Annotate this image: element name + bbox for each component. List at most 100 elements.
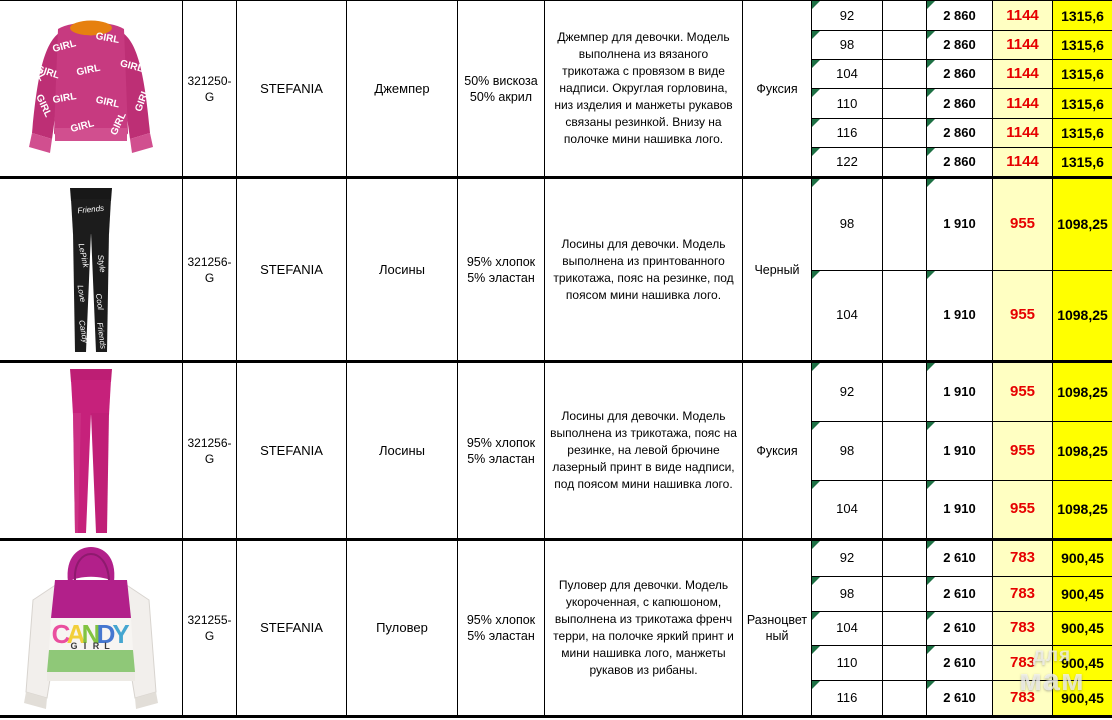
price-opt-cell[interactable]: 955	[993, 363, 1053, 422]
product-image-cell[interactable]	[0, 363, 183, 538]
price-rrp-cell[interactable]: 1098,25	[1053, 269, 1112, 360]
article-cell[interactable]: 321256-G	[183, 179, 237, 360]
product-type-cell[interactable]: Пуловер	[347, 541, 458, 715]
brand-cell[interactable]: STEFANIA	[237, 1, 347, 176]
article-cell[interactable]: 321256-G	[183, 363, 237, 538]
brand-cell[interactable]: STEFANIA	[237, 179, 347, 360]
empty-cell[interactable]	[883, 146, 927, 176]
empty-cell[interactable]	[883, 575, 927, 611]
empty-cell[interactable]	[883, 541, 927, 576]
empty-cell[interactable]	[883, 88, 927, 118]
size-cell[interactable]: 116	[812, 680, 883, 715]
product-type-cell[interactable]: Лосины	[347, 179, 458, 360]
price-rrp-cell[interactable]: 1098,25	[1053, 363, 1112, 422]
price-base-cell[interactable]: 2 610	[927, 645, 993, 681]
empty-cell[interactable]	[883, 179, 927, 270]
price-base-cell[interactable]: 1 910	[927, 179, 993, 270]
size-cell[interactable]: 110	[812, 645, 883, 681]
empty-cell[interactable]	[883, 645, 927, 681]
price-opt-cell[interactable]: 783	[993, 575, 1053, 611]
brand-cell[interactable]: STEFANIA	[237, 541, 347, 715]
price-rrp-cell[interactable]: 1315,6	[1053, 117, 1112, 147]
color-cell[interactable]: Разноцветный	[743, 541, 812, 715]
price-rrp-cell[interactable]: 1098,25	[1053, 421, 1112, 480]
composition-cell[interactable]: 95% хлопок 5% эластан	[458, 541, 545, 715]
size-cell[interactable]: 122	[812, 146, 883, 176]
description-cell[interactable]: Лосины для девочки. Модель выполнена из …	[545, 179, 743, 360]
price-base-cell[interactable]: 2 610	[927, 541, 993, 576]
size-cell[interactable]: 116	[812, 117, 883, 147]
empty-cell[interactable]	[883, 269, 927, 360]
price-opt-cell[interactable]: 955	[993, 479, 1053, 538]
size-cell[interactable]: 98	[812, 575, 883, 611]
price-base-cell[interactable]: 2 860	[927, 30, 993, 60]
empty-cell[interactable]	[883, 421, 927, 480]
price-opt-cell[interactable]: 783	[993, 610, 1053, 646]
composition-cell[interactable]: 50% вискоза 50% акрил	[458, 1, 545, 176]
price-base-cell[interactable]: 1 910	[927, 479, 993, 538]
empty-cell[interactable]	[883, 479, 927, 538]
price-base-cell[interactable]: 2 610	[927, 680, 993, 715]
price-opt-cell[interactable]: 783	[993, 541, 1053, 576]
price-base-cell[interactable]: 2 860	[927, 117, 993, 147]
price-base-cell[interactable]: 2 610	[927, 575, 993, 611]
size-cell[interactable]: 104	[812, 479, 883, 538]
composition-cell[interactable]: 95% хлопок 5% эластан	[458, 179, 545, 360]
price-opt-cell[interactable]: 783	[993, 680, 1053, 715]
size-cell[interactable]: 104	[812, 59, 883, 89]
product-image-cell[interactable]: GIRL GIRL GIRL GIRL GIRL GIRL GIRL GIRL GIRL GIRL…	[0, 1, 183, 176]
empty-cell[interactable]	[883, 610, 927, 646]
price-opt-cell[interactable]: 955	[993, 179, 1053, 270]
brand-cell[interactable]: STEFANIA	[237, 363, 347, 538]
price-base-cell[interactable]: 2 610	[927, 610, 993, 646]
empty-cell[interactable]	[883, 59, 927, 89]
price-opt-cell[interactable]: 1144	[993, 117, 1053, 147]
price-rrp-cell[interactable]: 900,45	[1053, 541, 1112, 576]
description-cell[interactable]: Лосины для девочки. Модель выполнена из …	[545, 363, 743, 538]
size-cell[interactable]: 98	[812, 30, 883, 60]
price-opt-cell[interactable]: 1144	[993, 146, 1053, 176]
price-rrp-cell[interactable]: 1315,6	[1053, 88, 1112, 118]
size-cell[interactable]: 92	[812, 1, 883, 31]
article-cell[interactable]: 321250-G	[183, 1, 237, 176]
price-opt-cell[interactable]: 1144	[993, 30, 1053, 60]
price-base-cell[interactable]: 2 860	[927, 59, 993, 89]
size-cell[interactable]: 98	[812, 421, 883, 480]
description-cell[interactable]: Джемпер для девочки. Модель выполнена из…	[545, 1, 743, 176]
product-image-cell[interactable]: Friends LePink Style Love Cool Candy Friends	[0, 179, 183, 360]
price-opt-cell[interactable]: 1144	[993, 1, 1053, 31]
price-rrp-cell[interactable]: 1315,6	[1053, 59, 1112, 89]
price-rrp-cell[interactable]: 1098,25	[1053, 479, 1112, 538]
empty-cell[interactable]	[883, 30, 927, 60]
price-base-cell[interactable]: 1 910	[927, 363, 993, 422]
price-rrp-cell[interactable]: 1315,6	[1053, 30, 1112, 60]
empty-cell[interactable]	[883, 363, 927, 422]
description-cell[interactable]: Пуловер для девочки. Модель укороченная,…	[545, 541, 743, 715]
price-rrp-cell[interactable]: 900,45	[1053, 645, 1112, 681]
size-cell[interactable]: 92	[812, 363, 883, 422]
size-cell[interactable]: 104	[812, 610, 883, 646]
size-cell[interactable]: 92	[812, 541, 883, 576]
price-rrp-cell[interactable]: 900,45	[1053, 575, 1112, 611]
price-opt-cell[interactable]: 1144	[993, 59, 1053, 89]
price-rrp-cell[interactable]: 1098,25	[1053, 179, 1112, 270]
empty-cell[interactable]	[883, 117, 927, 147]
price-base-cell[interactable]: 2 860	[927, 146, 993, 176]
empty-cell[interactable]	[883, 1, 927, 31]
price-base-cell[interactable]: 1 910	[927, 269, 993, 360]
price-opt-cell[interactable]: 1144	[993, 88, 1053, 118]
price-opt-cell[interactable]: 955	[993, 269, 1053, 360]
price-base-cell[interactable]: 1 910	[927, 421, 993, 480]
empty-cell[interactable]	[883, 680, 927, 715]
color-cell[interactable]: Фуксия	[743, 1, 812, 176]
composition-cell[interactable]: 95% хлопок 5% эластан	[458, 363, 545, 538]
article-cell[interactable]: 321255-G	[183, 541, 237, 715]
price-rrp-cell[interactable]: 1315,6	[1053, 1, 1112, 31]
price-rrp-cell[interactable]: 1315,6	[1053, 146, 1112, 176]
price-opt-cell[interactable]: 955	[993, 421, 1053, 480]
price-rrp-cell[interactable]: 900,45	[1053, 610, 1112, 646]
product-type-cell[interactable]: Джемпер	[347, 1, 458, 176]
color-cell[interactable]: Черный	[743, 179, 812, 360]
price-base-cell[interactable]: 2 860	[927, 1, 993, 31]
price-opt-cell[interactable]: 783	[993, 645, 1053, 681]
